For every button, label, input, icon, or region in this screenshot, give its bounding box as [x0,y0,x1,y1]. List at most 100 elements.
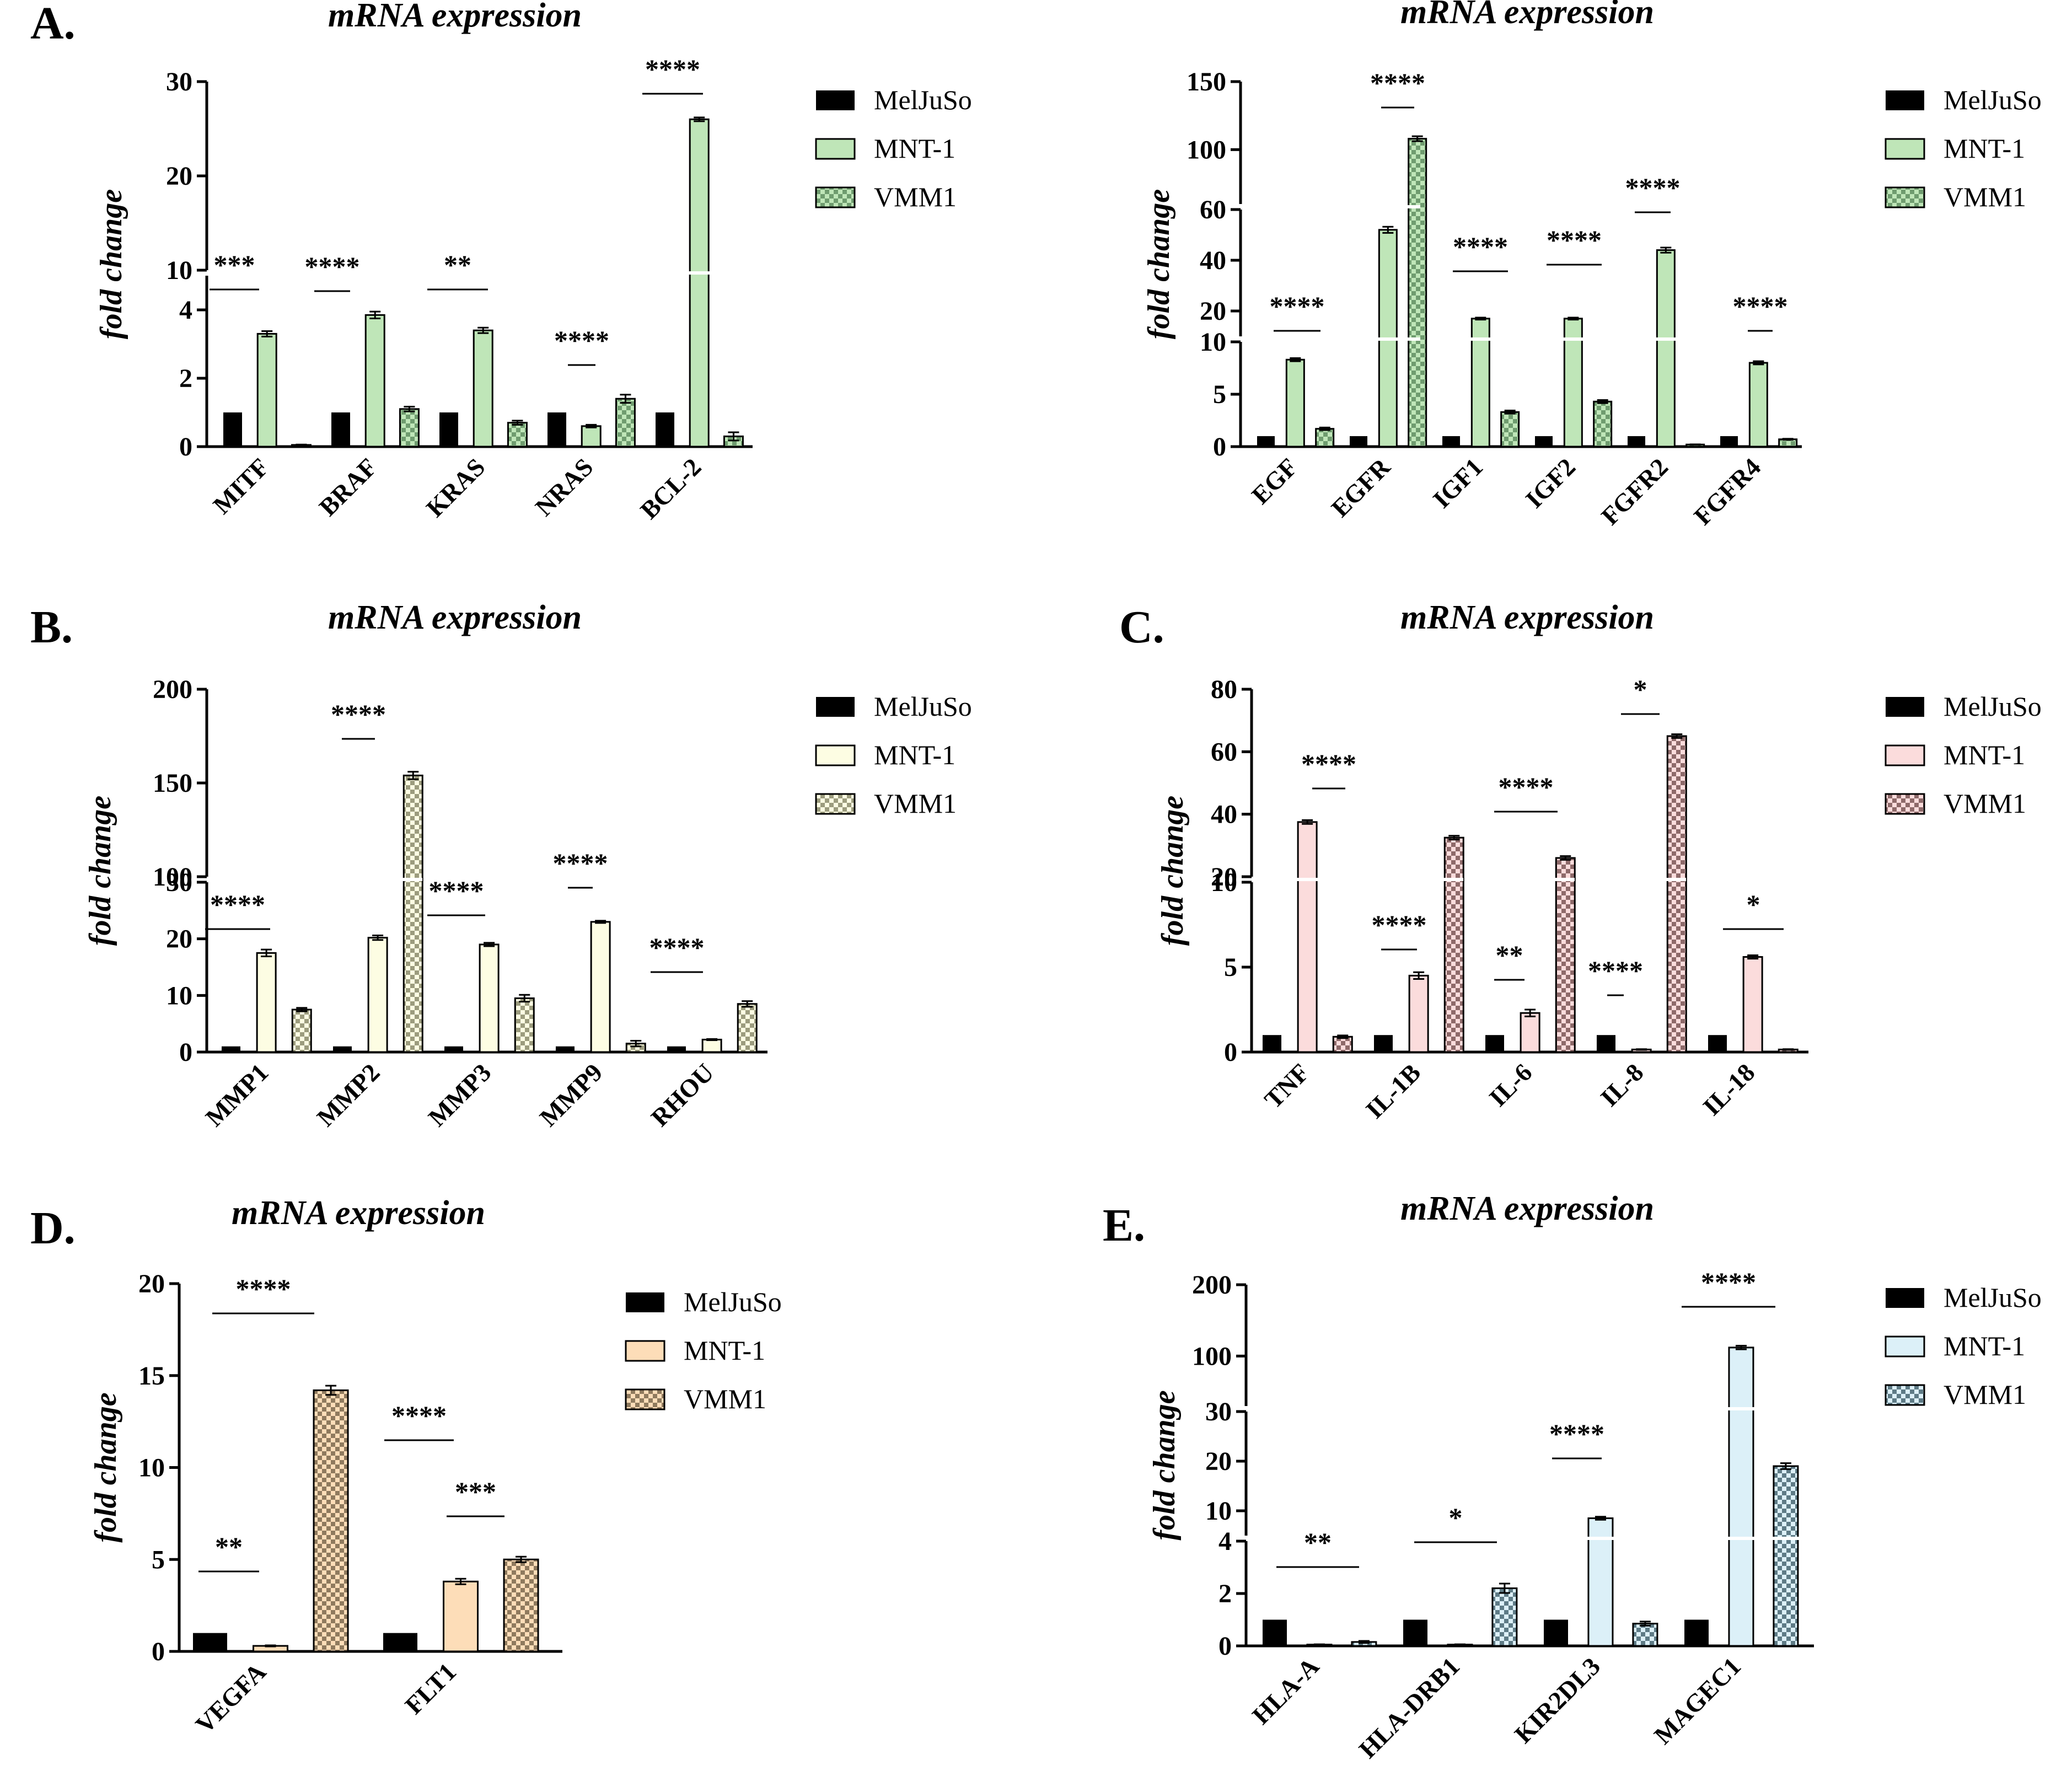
axis-break-gap [1703,878,1797,881]
legend-label: VMM1 [874,788,957,819]
y-tick-label: 150 [1187,67,1226,96]
legend-swatch-meljuso [816,697,855,717]
y-tick-label: 10 [1211,868,1237,897]
bar-vmm1 [1443,836,1464,1053]
y-tick-label: 4 [179,296,192,325]
significance-stars: *** [214,249,255,280]
x-tick-label: KRAS [421,453,490,522]
bar-meljuso [547,412,566,447]
y-tick-label: 20 [1200,297,1226,326]
axis-break-gap [216,878,311,881]
bar-vmm1 [1315,428,1335,448]
significance-stars: **** [1301,748,1356,779]
legend-swatch-meljuso [816,90,855,110]
bar-vmm1 [1500,411,1520,448]
bar-meljuso [1374,1035,1393,1052]
bar-vmm1 [507,422,528,448]
bar-mnt-1 [1297,821,1318,1053]
legend-label: MelJuSo [874,691,972,722]
bar-mnt-1 [1285,358,1305,448]
legend-label: MelJuSo [1944,691,2042,722]
axis-break-gap [1715,205,1791,208]
axis-break-gap [1622,205,1698,208]
legend-label: MelJuSo [684,1286,782,1317]
bar-vmm1 [1773,1465,1799,1647]
y-tick-label: 60 [1211,737,1237,766]
x-tick-label: MAGEC1 [1649,1652,1746,1750]
legend-label: VMM1 [684,1383,766,1414]
significance-stars: * [1634,674,1647,705]
x-tick-label: KIR2DL3 [1509,1652,1606,1748]
legend-swatch-meljuso [626,1292,664,1312]
axis-break-gap [1257,1537,1381,1540]
significance-stars: **** [1372,909,1427,940]
chart-A1: A. mRNA expression fold change 0 2 4 10 20 30 MIT… [30,0,972,524]
y-tick-label: 20 [166,925,192,954]
bar-vmm1 [402,774,423,1053]
bar-meljuso [1442,436,1460,447]
axis-break-gap [1538,1537,1662,1540]
axis-break-gap [439,878,534,881]
legend-label: MNT-1 [874,739,955,770]
bar-vmm1 [1408,138,1427,448]
significance-stars: **** [429,875,484,906]
bar-vmm1 [1593,400,1613,448]
bar-mnt-1 [473,329,493,448]
axis-break-gap [1480,878,1575,881]
bar-meljuso [1708,1035,1727,1052]
y-tick-label: 10 [1205,1496,1232,1526]
axis-break-gap [434,271,525,275]
axis-break-gap [650,271,742,275]
legend-swatch-meljuso [1886,697,1924,717]
y-tick-label: 0 [179,1038,192,1067]
bar-meljuso [1263,1619,1287,1646]
bar-mnt-1 [1408,974,1429,1053]
bar-mnt-1 [701,1038,722,1053]
axis-break-gap [1529,337,1606,341]
y-tick-label: 5 [1213,380,1226,409]
x-tick-label: VEGFA [190,1657,271,1739]
bar-meljuso [1403,1619,1427,1646]
bar-vmm1 [1332,1036,1353,1053]
y-tick-label: 60 [1200,195,1226,224]
x-tick-label: FLT1 [399,1657,461,1720]
x-tick-label: MMP1 [200,1058,274,1132]
x-tick-label: HLA-DRB1 [1354,1652,1465,1763]
bar-vmm1 [1555,857,1576,1053]
axis-break-gap [1398,1537,1522,1540]
bar-meljuso [1257,436,1275,447]
legend-swatch-vmm1 [1885,793,1925,815]
axis-break-gap [1398,1407,1522,1410]
bar-vmm1 [1632,1623,1658,1647]
chart-E: E. mRNA expression fold change 0 2 410 20 30 100… [1103,1190,2042,1763]
significance-stars: **** [1370,67,1425,98]
bar-mnt-1 [443,1580,479,1652]
significance-stars: **** [331,699,386,729]
chart-title: mRNA expression [1400,599,1654,636]
axis-break-gap [1622,337,1698,341]
axis-break-gap [1715,337,1791,341]
legend-label: MNT-1 [1944,133,2025,164]
bar-meljuso [444,1046,463,1052]
significance-stars: **** [391,1400,447,1431]
bar-meljuso [1684,1619,1709,1646]
bar-meljuso [1350,436,1367,447]
axis-break-gap [1529,205,1606,208]
y-tick-label: 30 [1205,1397,1232,1426]
y-tick-label: 0 [152,1637,165,1666]
bar-mnt-1 [364,314,385,448]
x-tick-label: FGFR4 [1688,453,1766,530]
x-tick-label: IL-6 [1484,1058,1538,1112]
axis-break-gap [542,271,634,275]
y-tick-label: 15 [138,1361,165,1391]
bar-meljuso [193,1633,227,1651]
bar-meljuso [439,412,458,447]
bar-mnt-1 [581,425,602,448]
y-tick-label: 10 [138,1453,165,1483]
bar-mnt-1 [1728,1346,1754,1647]
bar-meljuso [1720,436,1738,447]
axis-break-gap [1344,337,1420,341]
bar-mnt-1 [1748,362,1768,448]
